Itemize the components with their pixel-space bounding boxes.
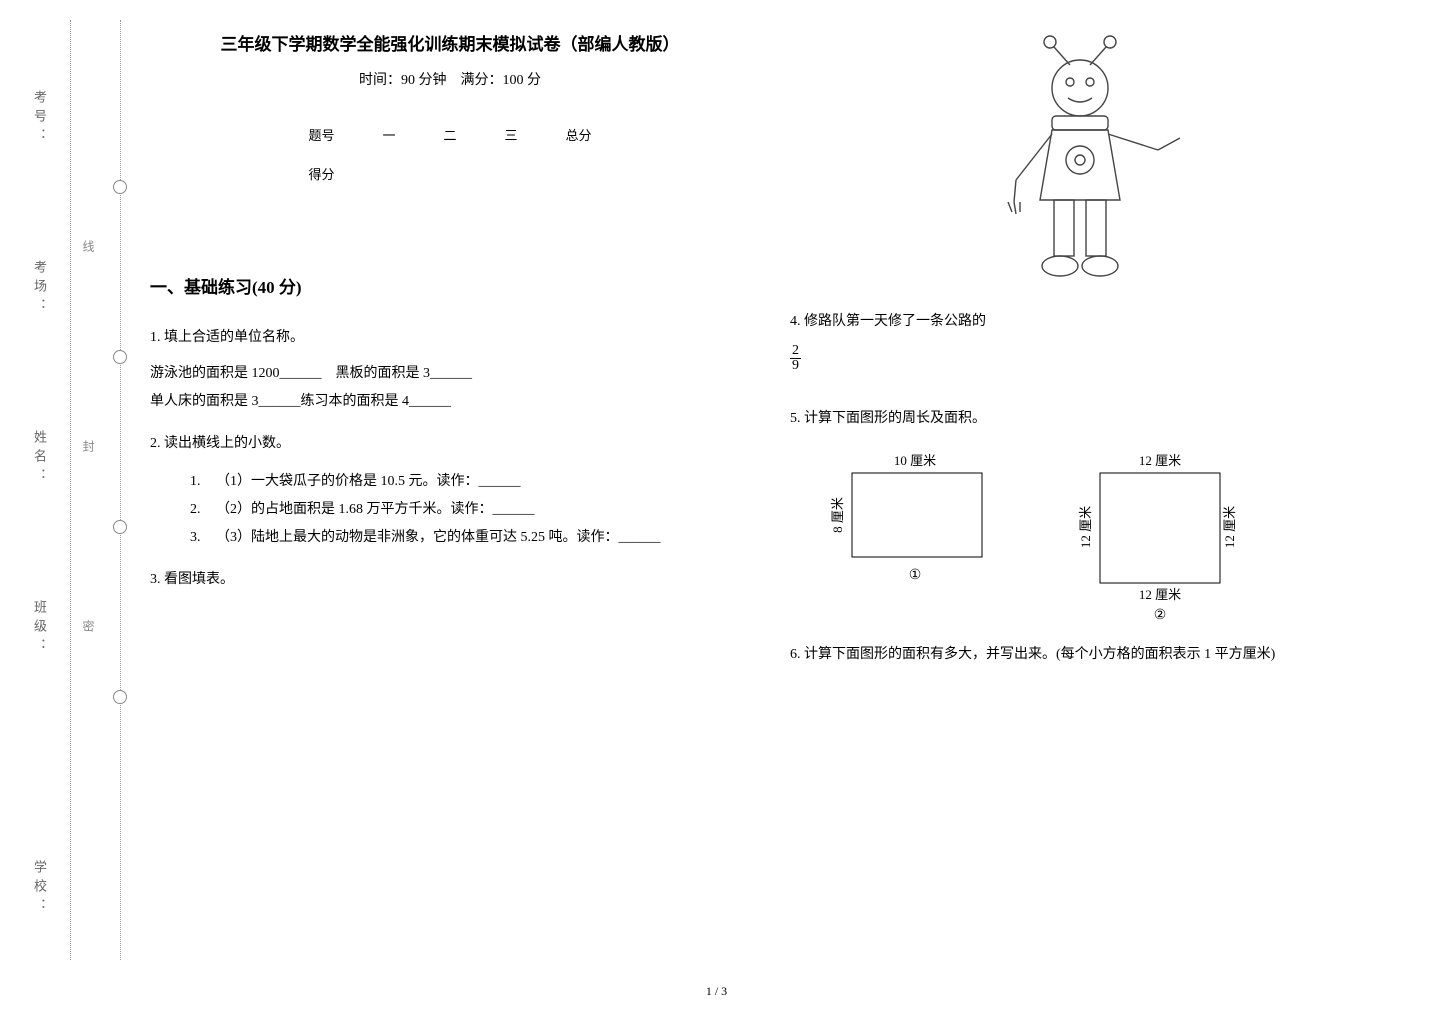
binding-circle bbox=[113, 520, 127, 534]
score-cell bbox=[481, 154, 542, 193]
binding-circle bbox=[113, 180, 127, 194]
shape-1-left-label: 8 厘米 bbox=[830, 497, 845, 533]
score-th: 三 bbox=[481, 115, 542, 154]
binding-dotted-line-inner bbox=[70, 20, 71, 960]
binding-label-class: 班级： bbox=[30, 600, 49, 657]
question-3-stem: 3. 看图填表。 bbox=[150, 566, 750, 594]
shape-1-circled: ① bbox=[909, 568, 922, 583]
binding-circle bbox=[113, 690, 127, 704]
shape-1: 10 厘米 8 厘米 ① bbox=[820, 447, 1000, 627]
question-2: 2. 读出横线上的小数。 1. （1）一大袋瓜子的价格是 10.5 元。读作：_… bbox=[150, 430, 750, 552]
binding-label-examno: 考号： bbox=[30, 90, 49, 147]
question-5-stem: 5. 计算下面图形的周长及面积。 bbox=[790, 405, 1390, 433]
robot-icon bbox=[980, 30, 1200, 290]
page-body: 三年级下学期数学全能强化训练期末模拟试卷（部编人教版） 时间：90 分钟 满分：… bbox=[150, 30, 1410, 960]
score-th: 一 bbox=[358, 115, 419, 154]
binding-circle bbox=[113, 350, 127, 364]
sub-index: 1. bbox=[190, 468, 216, 496]
binding-strip: 考号： 考场： 姓名： 班级： 学校： 线 封 密 bbox=[20, 20, 130, 960]
binding-mid-mi: 密 bbox=[80, 620, 97, 650]
shape-1-top-label: 10 厘米 bbox=[894, 453, 936, 468]
paper-title: 三年级下学期数学全能强化训练期末模拟试卷（部编人教版） bbox=[150, 30, 750, 55]
sub-text: （3）陆地上最大的动物是非洲象，它的体重可达 5.25 吨。读作：______ bbox=[216, 524, 661, 552]
shape-1-svg: 10 厘米 8 厘米 ① bbox=[820, 447, 1000, 587]
question-1-stem: 1. 填上合适的单位名称。 bbox=[150, 324, 750, 352]
question-1-line: 游泳池的面积是 1200______ 黑板的面积是 3______ bbox=[150, 360, 750, 388]
score-th: 二 bbox=[419, 115, 480, 154]
fraction-denominator: 9 bbox=[790, 359, 801, 373]
question-3: 3. 看图填表。 bbox=[150, 566, 750, 594]
shape-2-bottom-label: 12 厘米 bbox=[1139, 587, 1181, 602]
question-2-item: 1. （1）一大袋瓜子的价格是 10.5 元。读作：______ bbox=[190, 468, 750, 496]
question-4: 4. 修路队第一天修了一条公路的 2 9 bbox=[790, 308, 1390, 391]
binding-label-name: 姓名： bbox=[30, 430, 49, 487]
score-th: 总分 bbox=[542, 115, 616, 154]
section-1-heading: 一、基础练习(40 分) bbox=[150, 273, 750, 298]
binding-dotted-line-outer bbox=[120, 20, 121, 960]
shape-2-top-label: 12 厘米 bbox=[1139, 453, 1181, 468]
shape-2-circled: ② bbox=[1154, 608, 1167, 623]
question-2-item: 2. （2）的占地面积是 1.68 万平方千米。读作：______ bbox=[190, 496, 750, 524]
question-6: 6. 计算下面图形的面积有多大，并写出来。(每个小方格的面积表示 1 平方厘米) bbox=[790, 641, 1390, 669]
score-row-label: 得分 bbox=[284, 154, 358, 193]
score-cell bbox=[419, 154, 480, 193]
page-footer: 1 / 3 bbox=[706, 984, 727, 999]
question-2-stem: 2. 读出横线上的小数。 bbox=[150, 430, 750, 458]
binding-label-school: 学校： bbox=[30, 860, 49, 917]
shape-2: 12 厘米 12 厘米 12 厘米 12 厘米 ② bbox=[1060, 447, 1260, 627]
fraction-2-9: 2 9 bbox=[790, 344, 801, 373]
question-6-stem: 6. 计算下面图形的面积有多大，并写出来。(每个小方格的面积表示 1 平方厘米) bbox=[790, 641, 1390, 669]
shape-2-right-label: 12 厘米 bbox=[1222, 506, 1237, 548]
question-1: 1. 填上合适的单位名称。 游泳池的面积是 1200______ 黑板的面积是 … bbox=[150, 324, 750, 416]
sub-text: （2）的占地面积是 1.68 万平方千米。读作：______ bbox=[216, 496, 535, 524]
score-cell bbox=[358, 154, 419, 193]
sub-index: 3. bbox=[190, 524, 216, 552]
question-4-stem: 4. 修路队第一天修了一条公路的 bbox=[790, 308, 1390, 336]
score-th: 题号 bbox=[284, 115, 358, 154]
score-table: 题号 一 二 三 总分 得分 bbox=[284, 115, 615, 193]
score-table-header: 题号 一 二 三 总分 bbox=[284, 115, 615, 154]
sub-index: 2. bbox=[190, 496, 216, 524]
binding-mid-feng: 封 bbox=[80, 440, 97, 470]
column-left: 三年级下学期数学全能强化训练期末模拟试卷（部编人教版） 时间：90 分钟 满分：… bbox=[150, 30, 750, 960]
question-1-line: 单人床的面积是 3______练习本的面积是 4______ bbox=[150, 388, 750, 416]
fraction-numerator: 2 bbox=[790, 344, 801, 359]
binding-label-room: 考场： bbox=[30, 260, 49, 317]
column-right: 4. 修路队第一天修了一条公路的 2 9 5. 计算下面图形的周长及面积。 10… bbox=[790, 30, 1390, 960]
question-5: 5. 计算下面图形的周长及面积。 10 厘米 8 厘米 ① bbox=[790, 405, 1390, 627]
paper-subtitle: 时间：90 分钟 满分：100 分 bbox=[150, 69, 750, 89]
robot-figure bbox=[980, 30, 1200, 290]
binding-mid-xian: 线 bbox=[80, 240, 97, 270]
shape-2-left-label: 12 厘米 bbox=[1078, 506, 1093, 548]
shape-2-svg: 12 厘米 12 厘米 12 厘米 12 厘米 ② bbox=[1060, 447, 1260, 627]
sub-text: （1）一大袋瓜子的价格是 10.5 元。读作：______ bbox=[216, 468, 521, 496]
score-table-row: 得分 bbox=[284, 154, 615, 193]
question-2-item: 3. （3）陆地上最大的动物是非洲象，它的体重可达 5.25 吨。读作：____… bbox=[190, 524, 750, 552]
score-cell bbox=[542, 154, 616, 193]
